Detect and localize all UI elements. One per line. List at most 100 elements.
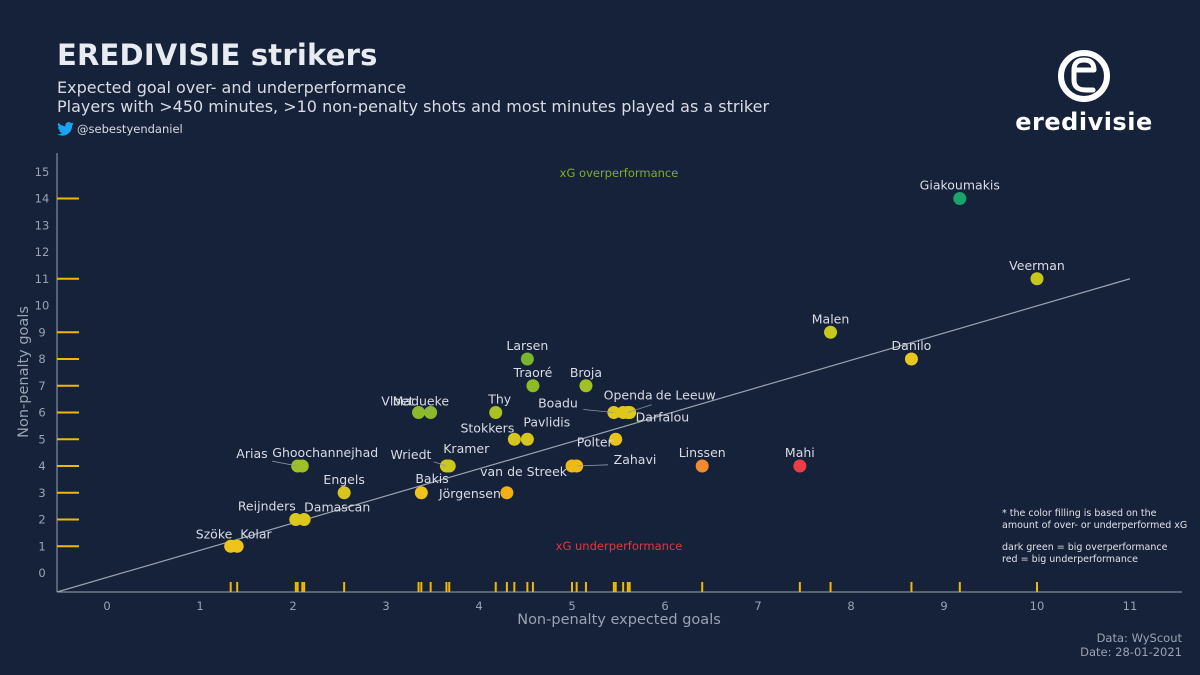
chart-header: EREDIVISIE strikers Expected goal over- … bbox=[57, 38, 769, 136]
x-tick-label: 8 bbox=[847, 599, 854, 613]
point-label: Darfalou bbox=[636, 410, 690, 425]
label-leader-line bbox=[425, 407, 431, 413]
twitter-icon bbox=[57, 122, 74, 136]
x-tick-label: 3 bbox=[382, 599, 389, 613]
x-tick-label: 0 bbox=[103, 599, 110, 613]
x-tick-label: 1 bbox=[196, 599, 203, 613]
data-point-vloet bbox=[412, 406, 426, 419]
y-tick-label: 15 bbox=[35, 165, 50, 179]
y-tick-label: 10 bbox=[35, 299, 50, 313]
point-label: Jörgensen bbox=[438, 486, 501, 501]
y-axis-label: Non-penalty goals bbox=[16, 306, 32, 438]
data-point-j-rgensen bbox=[500, 486, 514, 500]
point-label: Engels bbox=[323, 472, 364, 487]
point-label: van de Streek bbox=[480, 464, 568, 479]
y-tick-label: 14 bbox=[35, 192, 50, 206]
data-point-polter bbox=[609, 432, 623, 446]
x-tick-label: 10 bbox=[1030, 599, 1045, 613]
point-label: Openda bbox=[604, 388, 653, 403]
data-point-malen bbox=[824, 325, 838, 339]
y-tick-label: 0 bbox=[38, 566, 45, 580]
overperformance-label: xG overperformance bbox=[560, 166, 679, 180]
y-tick-label: 13 bbox=[35, 218, 50, 232]
note-line: dark green = big overperformance bbox=[1002, 542, 1168, 553]
y-tick-label: 6 bbox=[38, 406, 45, 420]
data-point-traor- bbox=[526, 379, 540, 393]
x-tick-label: 5 bbox=[568, 599, 575, 613]
point-label: de Leeuw bbox=[656, 388, 716, 403]
point-label: Arias bbox=[236, 446, 267, 461]
label-leader-line bbox=[272, 460, 298, 467]
data-point-broja bbox=[579, 379, 593, 393]
point-label: Vloet bbox=[381, 394, 413, 409]
point-label: Bakis bbox=[415, 471, 448, 486]
point-labels: Giakoumakis Veerman Malen Danilo Larsen Traor… bbox=[196, 178, 1065, 542]
note-line: * the color filling is based on the bbox=[1002, 508, 1157, 519]
point-label: Stokkers bbox=[460, 420, 514, 435]
eredivisie-logo: eredivisie bbox=[1015, 50, 1152, 136]
y-tick-label: 4 bbox=[38, 459, 45, 473]
point-label: Veerman bbox=[1009, 258, 1065, 273]
x-tick-label: 2 bbox=[289, 599, 296, 613]
data-point-kolar bbox=[230, 539, 244, 553]
y-tick-label: 12 bbox=[35, 245, 50, 259]
data-point-pavlidis bbox=[520, 432, 534, 446]
point-label: Traoré bbox=[513, 365, 553, 380]
y-tick-label: 2 bbox=[38, 513, 45, 527]
chart-subtitle-criteria: Players with >450 minutes, >10 non-penal… bbox=[57, 97, 770, 116]
data-source: Data: WyScout bbox=[1096, 631, 1182, 645]
point-label: Danilo bbox=[892, 338, 932, 353]
source-credit: Data: WyScout Date: 28-01-2021 bbox=[1080, 631, 1182, 659]
point-label: Thy bbox=[487, 392, 512, 407]
x-axis-label: Non-penalty expected goals bbox=[517, 612, 721, 628]
point-label: Broja bbox=[570, 365, 602, 380]
data-point-engels bbox=[337, 486, 351, 500]
reference-line-y-equals-x bbox=[56, 278, 1131, 593]
data-point-mahi bbox=[793, 459, 807, 473]
twitter-handle: @sebestyendaniel bbox=[77, 122, 183, 136]
data-point-kramer bbox=[442, 459, 456, 473]
data-point-bakis bbox=[414, 486, 428, 500]
point-label: Kramer bbox=[443, 441, 490, 456]
point-label: Ghoochannejhad bbox=[272, 445, 378, 460]
label-leader-line bbox=[576, 464, 609, 467]
data-point-stokkers bbox=[507, 432, 521, 446]
chart-subtitle: Expected goal over- and underperformance bbox=[57, 78, 407, 97]
data-point-giakoumakis bbox=[953, 192, 967, 205]
label-leader-line bbox=[583, 409, 614, 413]
point-label: Giakoumakis bbox=[920, 178, 1000, 193]
point-label: Reijnders bbox=[238, 499, 296, 514]
chart-title: EREDIVISIE strikers bbox=[57, 38, 378, 72]
data-points bbox=[224, 192, 1044, 553]
data-point-linssen bbox=[695, 459, 709, 473]
y-tick-label: 1 bbox=[38, 539, 45, 553]
y-tick-label: 7 bbox=[38, 379, 45, 393]
eredivisie-logo-icon bbox=[1058, 50, 1110, 102]
note-line: amount of over- or underperformed xG bbox=[1002, 519, 1188, 531]
point-label: Kolar bbox=[240, 526, 272, 541]
twitter-credit: @sebestyendaniel bbox=[57, 122, 769, 136]
x-tick-label: 6 bbox=[661, 599, 668, 613]
note-line: red = big underperformance bbox=[1002, 553, 1138, 565]
data-point-darfalou bbox=[623, 406, 637, 419]
point-label: Pavlidis bbox=[523, 414, 570, 429]
point-label: Zahavi bbox=[614, 452, 657, 467]
point-label: Malen bbox=[812, 311, 850, 326]
underperformance-label: xG underperformance bbox=[556, 539, 683, 553]
reference-line-layer bbox=[56, 278, 1131, 593]
x-tick-label: 4 bbox=[475, 599, 482, 613]
point-label: Damascan bbox=[304, 500, 370, 515]
point-label: Wriedt bbox=[391, 447, 432, 462]
data-date: Date: 28-01-2021 bbox=[1080, 645, 1182, 659]
rug-marks bbox=[57, 197, 1038, 592]
point-label: Polter bbox=[577, 434, 614, 449]
point-label: Szöke bbox=[196, 526, 233, 541]
y-tick-label: 5 bbox=[38, 432, 45, 446]
point-label: Mahi bbox=[785, 445, 815, 460]
label-leader-line bbox=[433, 461, 447, 467]
color-note: * the color filling is based on the amou… bbox=[1002, 508, 1187, 565]
data-point-larsen bbox=[520, 352, 534, 366]
data-point-veerman bbox=[1030, 272, 1044, 286]
x-tick-label: 9 bbox=[940, 599, 947, 613]
